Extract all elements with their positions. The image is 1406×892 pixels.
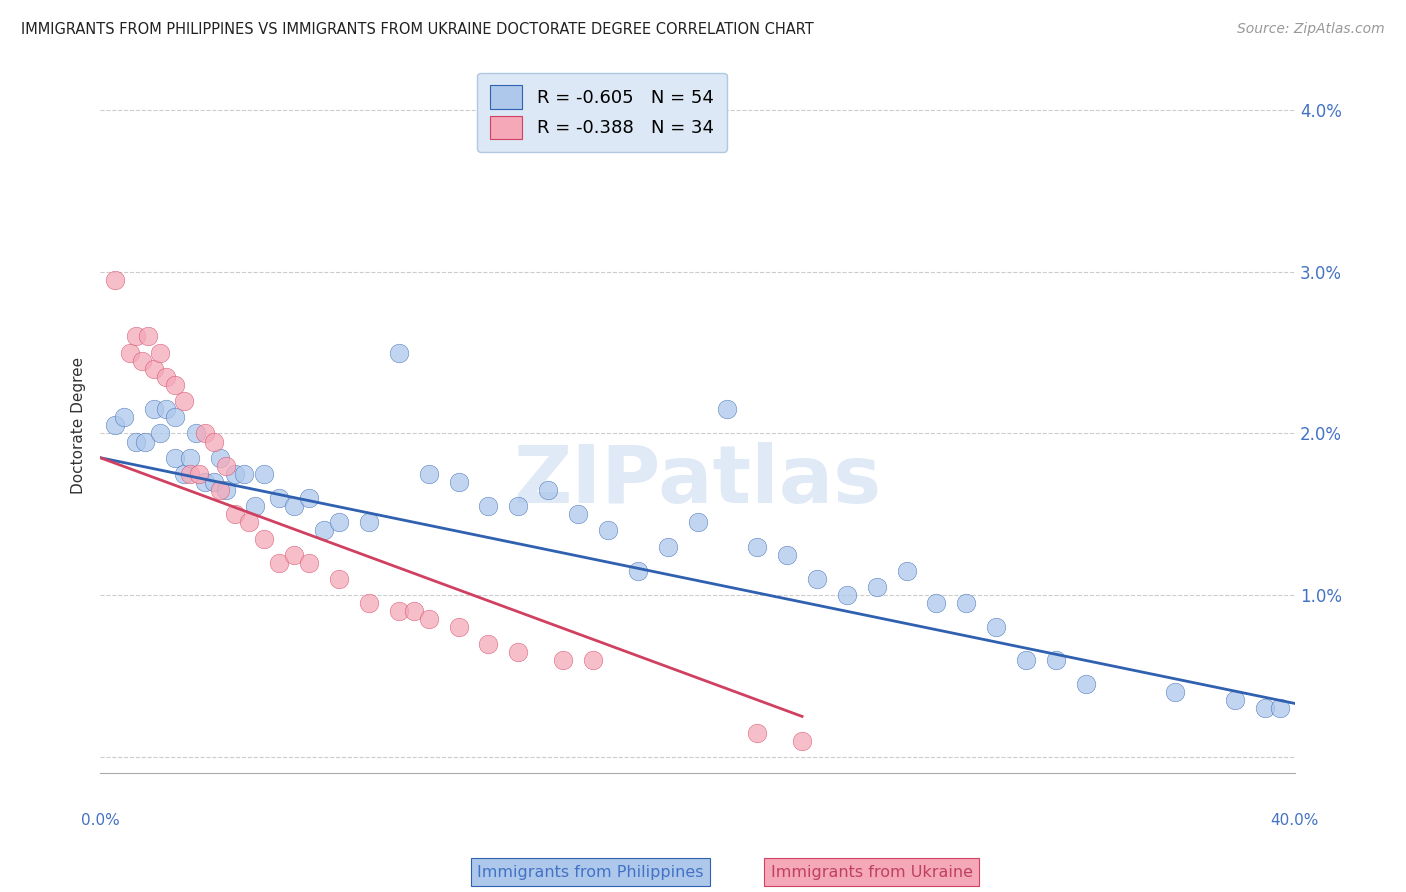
Point: [131, 353, 153, 368]
Point: [314, 524, 336, 538]
Point: [388, 604, 411, 618]
Point: [596, 524, 619, 538]
Point: [214, 458, 236, 473]
Point: [866, 580, 889, 594]
Point: [155, 402, 177, 417]
Point: [184, 426, 207, 441]
Text: ZIPatlas: ZIPatlas: [513, 442, 882, 520]
Point: [149, 426, 172, 441]
Point: [208, 483, 231, 497]
Point: [776, 548, 799, 562]
Point: [790, 733, 813, 747]
Point: [418, 467, 440, 481]
Point: [163, 378, 186, 392]
Point: [194, 426, 217, 441]
Y-axis label: Doctorate Degree: Doctorate Degree: [72, 357, 86, 494]
Point: [179, 450, 201, 465]
Point: [925, 596, 948, 610]
Point: [214, 483, 236, 497]
Point: [508, 499, 530, 513]
Point: [232, 467, 254, 481]
Point: [418, 612, 440, 626]
Point: [357, 516, 380, 530]
Point: [567, 508, 589, 522]
Point: [173, 467, 195, 481]
Point: [388, 345, 411, 359]
Point: [125, 434, 148, 449]
Point: [402, 604, 425, 618]
Point: [298, 491, 321, 505]
Point: [269, 491, 291, 505]
Point: [202, 434, 225, 449]
Point: [202, 475, 225, 489]
Point: [1164, 685, 1187, 699]
Point: [477, 637, 499, 651]
Point: [686, 516, 709, 530]
Point: [627, 564, 650, 578]
Point: [1268, 701, 1291, 715]
Legend: R = -0.605   N = 54, R = -0.388   N = 34: R = -0.605 N = 54, R = -0.388 N = 34: [477, 73, 727, 152]
Point: [194, 475, 217, 489]
Point: [477, 499, 499, 513]
Point: [253, 532, 276, 546]
Point: [716, 402, 738, 417]
Point: [245, 499, 267, 513]
Point: [657, 540, 679, 554]
Point: [835, 588, 858, 602]
Point: [104, 418, 127, 433]
Point: [155, 369, 177, 384]
Point: [508, 645, 530, 659]
Point: [1254, 701, 1277, 715]
Text: IMMIGRANTS FROM PHILIPPINES VS IMMIGRANTS FROM UKRAINE DOCTORATE DEGREE CORRELAT: IMMIGRANTS FROM PHILIPPINES VS IMMIGRANT…: [21, 22, 814, 37]
Point: [253, 467, 276, 481]
Point: [163, 410, 186, 425]
Point: [955, 596, 977, 610]
Point: [986, 620, 1008, 634]
Point: [238, 516, 260, 530]
Point: [134, 434, 156, 449]
Point: [142, 402, 165, 417]
Point: [208, 450, 231, 465]
Point: [224, 508, 246, 522]
Point: [125, 329, 148, 343]
Point: [118, 345, 141, 359]
Point: [896, 564, 918, 578]
Point: [747, 540, 769, 554]
Point: [1225, 693, 1247, 707]
Point: [269, 556, 291, 570]
Point: [582, 653, 605, 667]
Point: [1045, 653, 1067, 667]
Point: [357, 596, 380, 610]
Point: [283, 548, 305, 562]
Text: 0.0%: 0.0%: [80, 814, 120, 829]
Point: [163, 450, 186, 465]
Point: [173, 394, 195, 409]
Text: Source: ZipAtlas.com: Source: ZipAtlas.com: [1237, 22, 1385, 37]
Point: [104, 273, 127, 287]
Point: [149, 345, 172, 359]
Point: [806, 572, 828, 586]
Point: [298, 556, 321, 570]
Point: [187, 467, 209, 481]
Point: [283, 499, 305, 513]
Point: [1015, 653, 1038, 667]
Point: [447, 475, 470, 489]
Point: [112, 410, 135, 425]
Point: [142, 361, 165, 376]
Point: [537, 483, 560, 497]
Text: Immigrants from Ukraine: Immigrants from Ukraine: [770, 865, 973, 880]
Text: Immigrants from Philippines: Immigrants from Philippines: [477, 865, 704, 880]
Point: [747, 725, 769, 739]
Point: [179, 467, 201, 481]
Point: [328, 572, 350, 586]
Point: [447, 620, 470, 634]
Point: [224, 467, 246, 481]
Point: [328, 516, 350, 530]
Point: [1074, 677, 1097, 691]
Point: [553, 653, 575, 667]
Point: [136, 329, 159, 343]
Text: 40.0%: 40.0%: [1271, 814, 1319, 829]
